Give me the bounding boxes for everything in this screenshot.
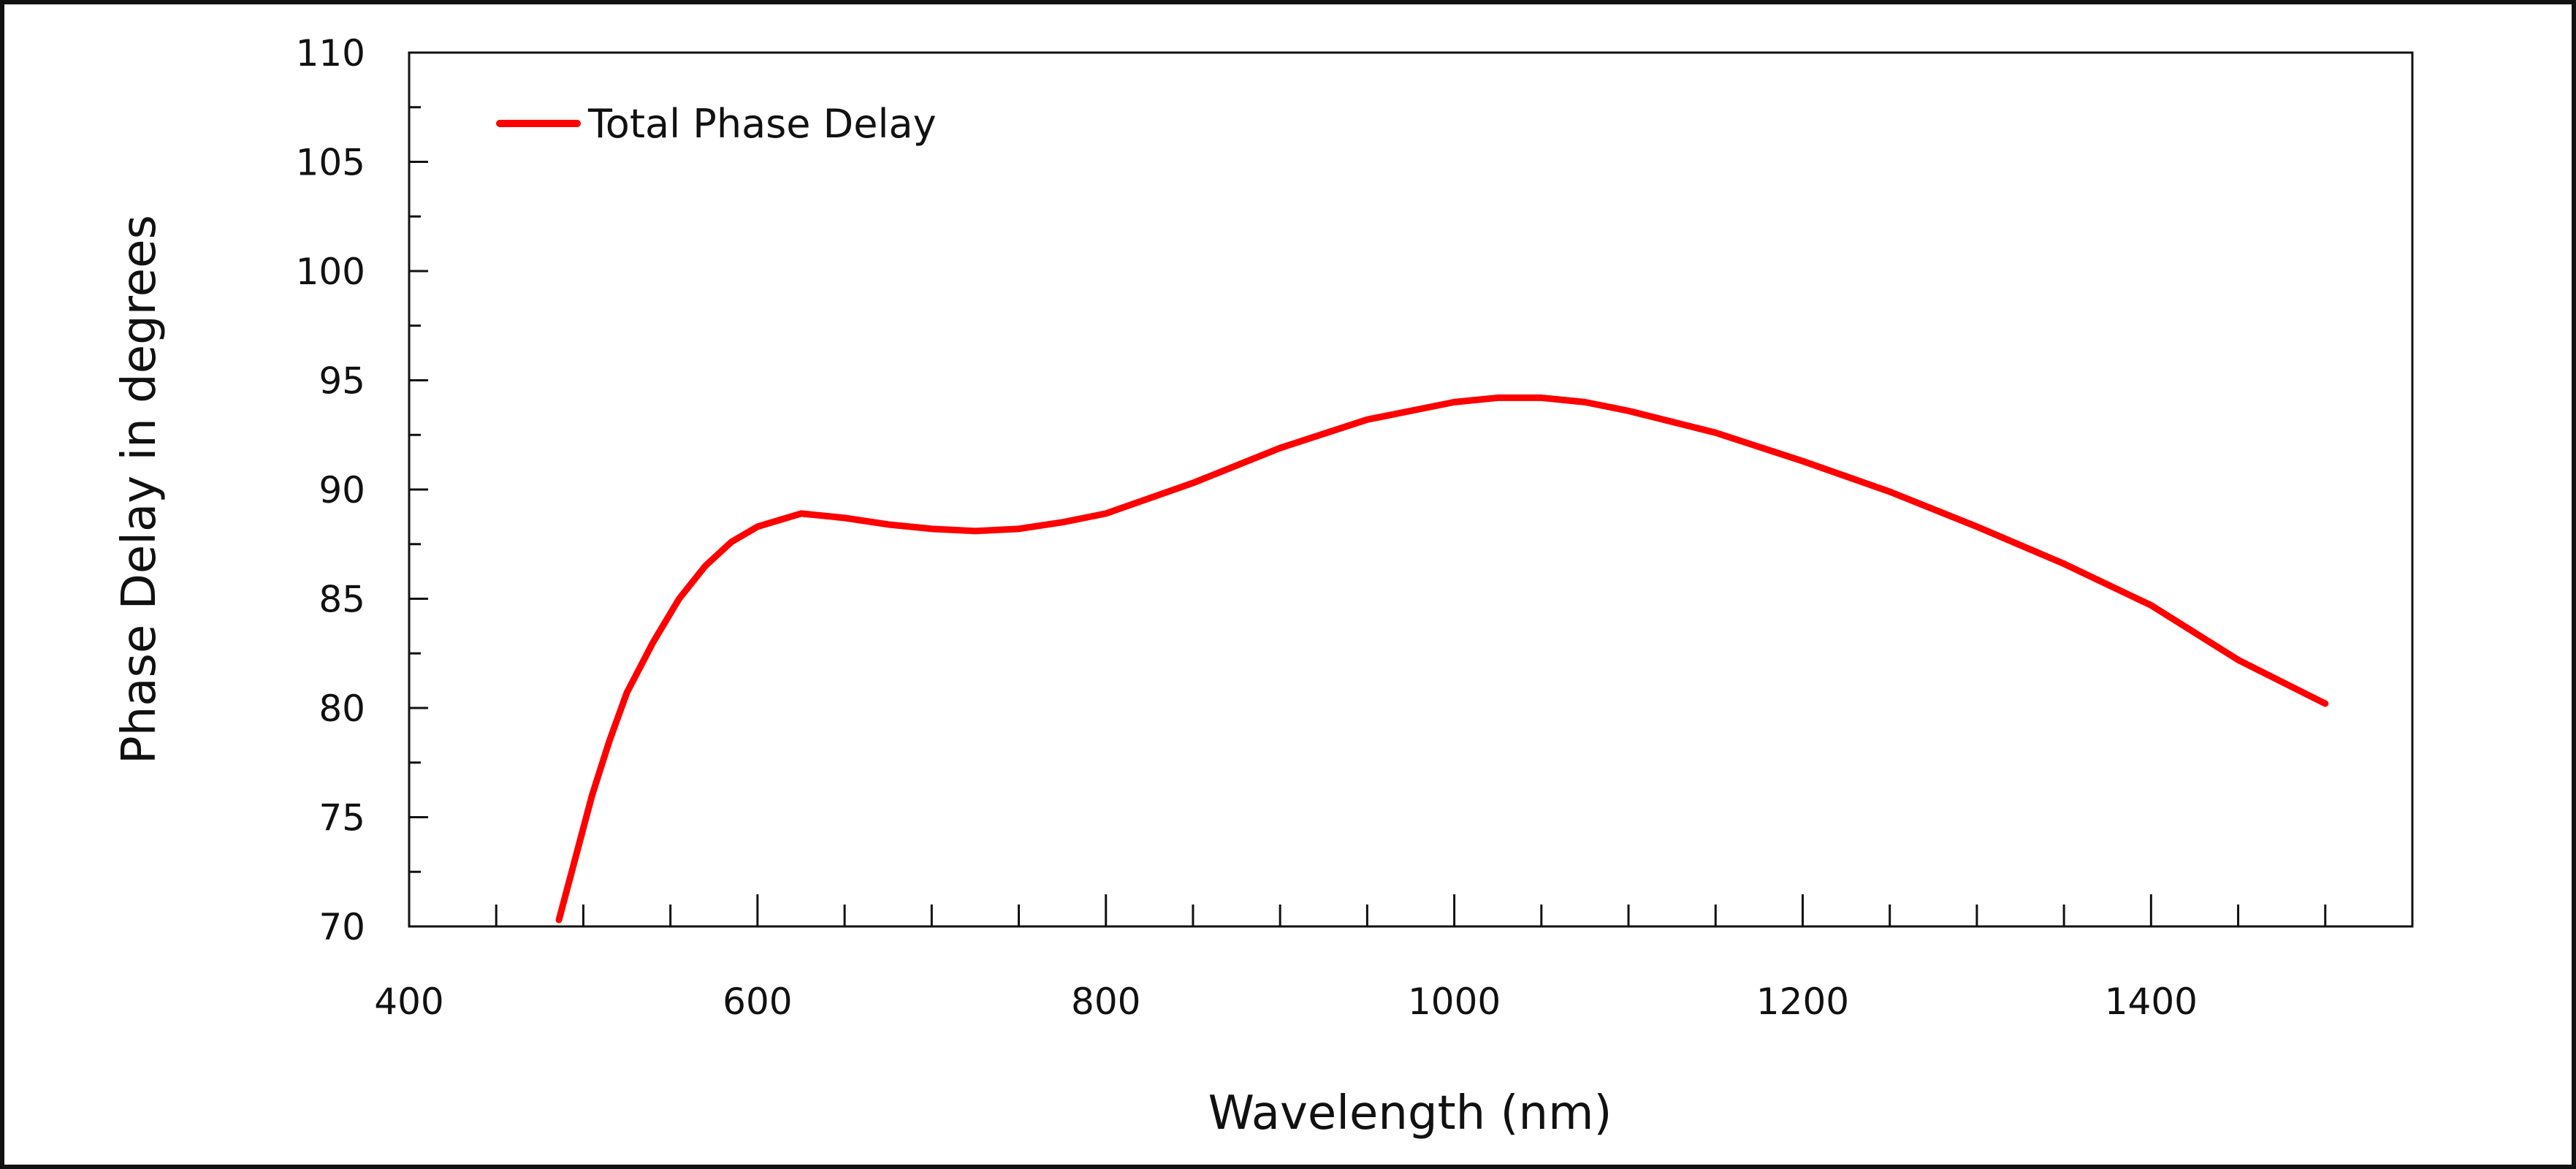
x-axis-title: Wavelength (nm): [1208, 1086, 1612, 1141]
y-tick-label: 75: [319, 797, 365, 839]
x-tick-label: 600: [723, 980, 792, 1023]
x-tick-label: 800: [1071, 980, 1140, 1023]
x-tick-label: 400: [374, 980, 443, 1023]
legend-label: Total Phase Delay: [587, 101, 937, 147]
x-tick-labels: 400 600 800 1000 1200 1400: [374, 980, 2198, 1023]
x-tick-label: 1000: [1408, 980, 1501, 1023]
y-tick-label: 95: [319, 360, 365, 403]
x-tick-label: 1200: [1756, 980, 1849, 1023]
axis-ticks: [409, 106, 2327, 926]
y-tick-labels: 70 75 80 85 90 95 100 105 110: [296, 32, 365, 948]
x-tick-label: 1400: [2105, 980, 2198, 1023]
y-tick-label: 80: [319, 688, 365, 730]
y-tick-label: 70: [319, 906, 365, 948]
y-tick-label: 100: [296, 251, 365, 293]
y-tick-label: 90: [319, 469, 365, 511]
legend: Total Phase Delay: [496, 101, 937, 147]
y-tick-label: 85: [319, 579, 365, 621]
y-tick-label: 105: [296, 142, 365, 184]
series-line-total-phase-delay: [555, 394, 2329, 924]
y-tick-label: 110: [296, 32, 365, 75]
y-axis-title: Phase Delay in degrees: [113, 215, 167, 764]
